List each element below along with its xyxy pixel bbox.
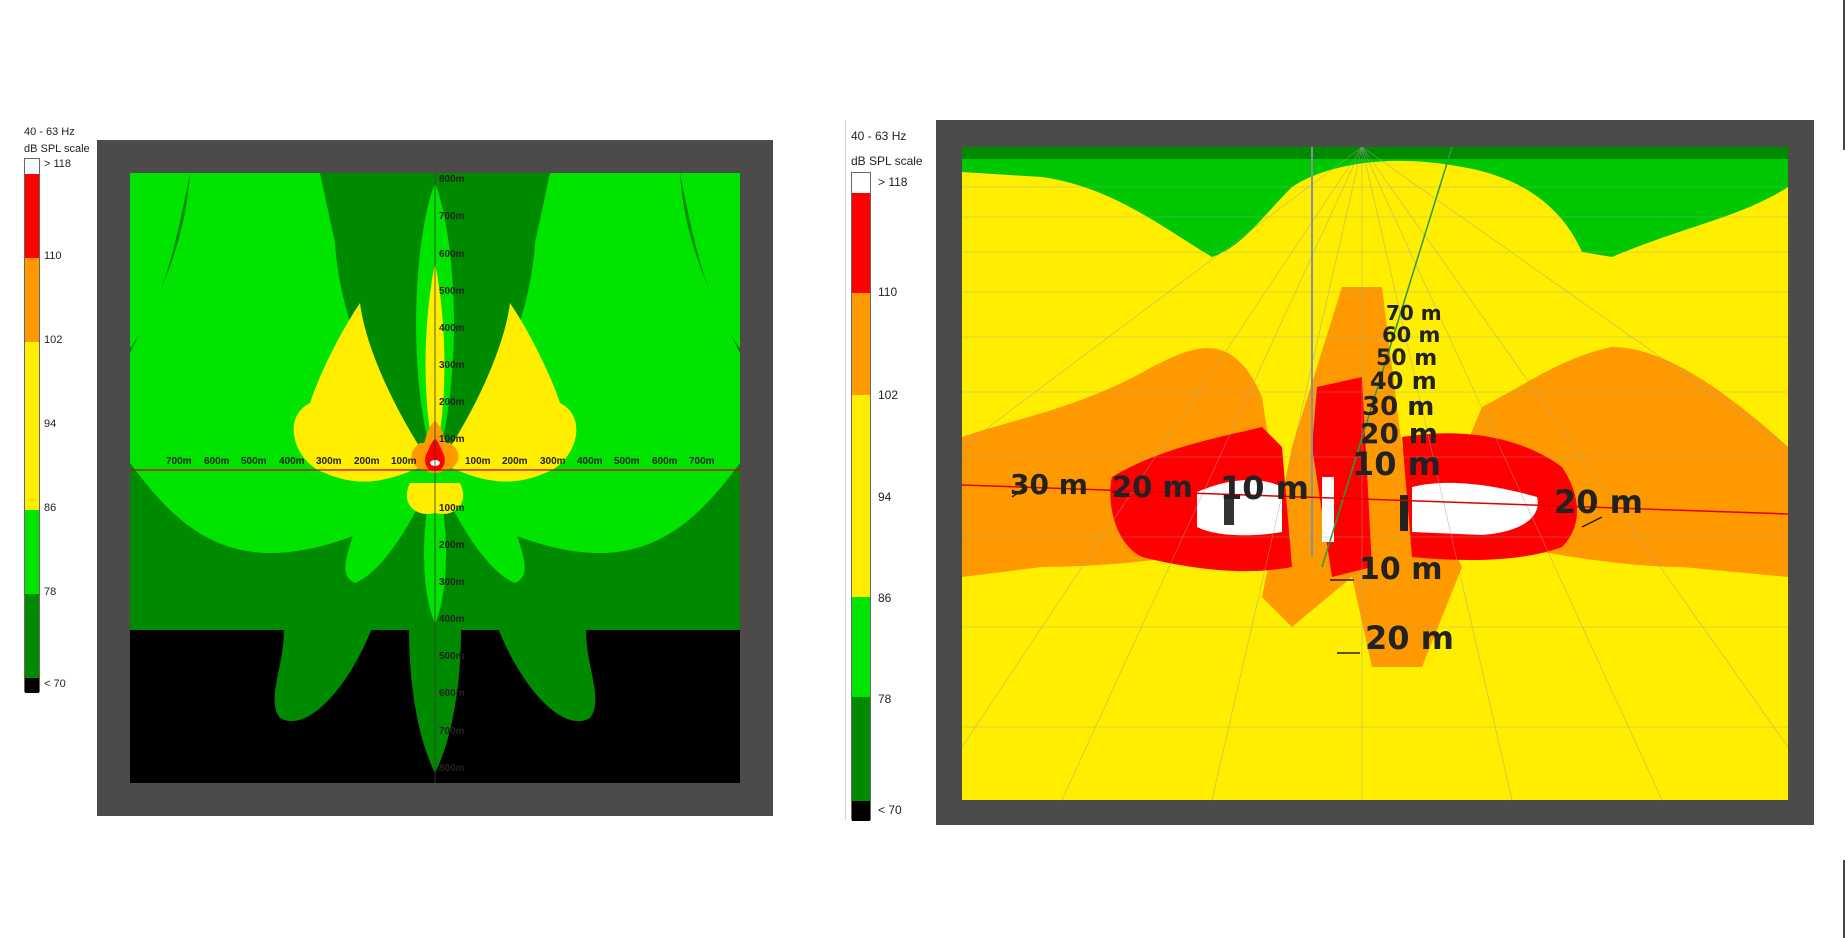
dist-front-20: 20 m <box>1365 619 1454 657</box>
tick-v-s200: 200m <box>439 540 465 551</box>
dist-up-20: 20 m <box>1360 417 1438 450</box>
dist-up-60: 60 m <box>1382 323 1440 347</box>
tick-h-w300: 300m <box>316 456 342 467</box>
tick-h-e200: 200m <box>502 456 528 467</box>
dist-up-40: 40 m <box>1370 367 1437 395</box>
left-vertical-ticks-up: 800m 700m 600m 500m 400m 300m 200m 100m <box>439 174 465 445</box>
dist-front-10: 10 m <box>1359 552 1442 587</box>
right-level-70: < 70 <box>878 803 902 817</box>
tick-v-s500: 500m <box>439 651 465 662</box>
left-level-94: 94 <box>44 418 57 430</box>
depth-axis <box>1321 146 1453 568</box>
right-edge-line <box>1843 0 1845 150</box>
right-color-scale-bar <box>851 172 871 821</box>
dist-left-10: 10 m <box>1220 469 1309 507</box>
tick-h-w400: 400m <box>279 456 305 467</box>
tick-h-e500: 500m <box>614 456 640 467</box>
left-speaker-stack <box>1224 495 1234 525</box>
tick-v-s700: 700m <box>439 726 465 737</box>
tick-v-s100: 100m <box>439 503 465 514</box>
left-level-78: 78 <box>44 586 57 598</box>
tick-v-n100: 100m <box>439 434 465 445</box>
right-edge-line-bottom <box>1843 860 1845 938</box>
tick-v-s400: 400m <box>439 614 465 625</box>
right-level-78: 78 <box>878 692 892 706</box>
tick-v-n800: 800m <box>439 174 465 185</box>
right-divider-line <box>845 120 846 820</box>
right-scale-title: dB SPL scale <box>851 154 923 168</box>
left-level-102: 102 <box>44 334 63 346</box>
perspective-grid <box>961 146 1789 801</box>
left-level-110: 110 <box>44 250 62 262</box>
left-scale-title: dB SPL scale <box>24 143 90 155</box>
left-legend: 40 - 63 Hz dB SPL scale > 118 110 102 94… <box>24 122 94 697</box>
left-spl-map: 700m 600m 500m 400m 300m 200m 100m 100m … <box>97 140 773 816</box>
right-level-118: > 118 <box>878 175 908 189</box>
dist-right-20: 20 m <box>1554 483 1643 521</box>
tick-v-n600: 600m <box>439 249 465 260</box>
left-level-118: > 118 <box>44 158 72 170</box>
tick-h-w600: 600m <box>204 456 230 467</box>
left-level-70: < 70 <box>44 678 66 690</box>
right-level-102: 102 <box>878 388 899 402</box>
tick-h-w700: 700m <box>166 456 192 467</box>
dist-up-70: 70 m <box>1386 301 1442 325</box>
tick-h-e700: 700m <box>689 456 715 467</box>
left-level-86: 86 <box>44 502 57 514</box>
right-freq-label: 40 - 63 Hz <box>851 129 907 143</box>
right-speaker-stack <box>1400 495 1408 531</box>
right-level-110: 110 <box>878 285 898 299</box>
tick-v-n300: 300m <box>439 360 465 371</box>
left-vertical-ticks-down: 100m 200m 300m 400m 500m 600m 700m 800m <box>439 503 465 774</box>
tick-h-e400: 400m <box>577 456 603 467</box>
dist-up-30: 30 m <box>1362 392 1434 422</box>
tick-v-s300: 300m <box>439 577 465 588</box>
right-legend: 40 - 63 Hz dB SPL scale > 118 110 102 94… <box>851 125 931 825</box>
tick-v-s800: 800m <box>439 763 465 774</box>
tick-h-e100: 100m <box>465 456 491 467</box>
tick-v-n200: 200m <box>439 397 465 408</box>
left-freq-label: 40 - 63 Hz <box>24 126 75 138</box>
dist-up-50: 50 m <box>1376 346 1437 371</box>
horizontal-axis <box>961 484 1789 515</box>
left-color-scale-bar <box>24 158 40 693</box>
tick-h-e300: 300m <box>540 456 566 467</box>
tick-h-e600: 600m <box>652 456 678 467</box>
tick-v-n500: 500m <box>439 286 465 297</box>
tick-h-w200: 200m <box>354 456 380 467</box>
right-3d-spl-view: 70 m 60 m 50 m 40 m 30 m 20 m 10 m 30 m … <box>936 120 1814 825</box>
left-horizontal-ticks: 700m 600m 500m 400m 300m 200m 100m 100m … <box>166 456 715 467</box>
tick-v-s600: 600m <box>439 688 465 699</box>
right-level-94: 94 <box>878 490 892 504</box>
tick-h-w100: 100m <box>391 456 417 467</box>
tick-h-w500: 500m <box>241 456 267 467</box>
dist-left-30: 30 m <box>1010 468 1088 501</box>
dist-left-20: 20 m <box>1112 470 1193 504</box>
tick-v-n700: 700m <box>439 211 465 222</box>
dist-up-10: 10 m <box>1352 445 1441 483</box>
tick-v-n400: 400m <box>439 323 465 334</box>
right-level-86: 86 <box>878 591 892 605</box>
